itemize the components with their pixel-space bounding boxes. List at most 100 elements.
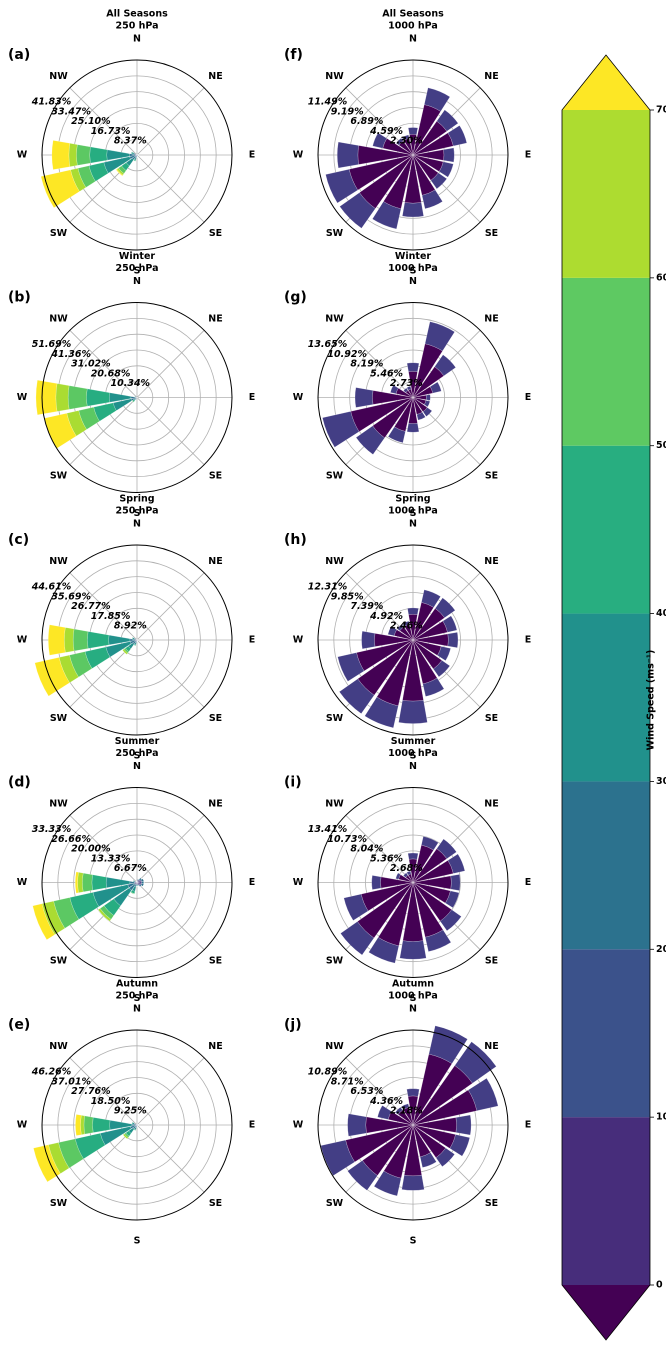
compass-label: E xyxy=(249,392,256,403)
windrose-panel: 2.30%4.59%6.89%9.19%11.49% N NE E SE S SW W NW Al… xyxy=(284,9,531,277)
sector-bar xyxy=(439,909,462,932)
grid-spoke xyxy=(69,815,138,883)
colorbar-tick-label: 70 xyxy=(656,105,666,116)
plot-frame xyxy=(41,1029,233,1221)
windrose-panel: 2.68%5.36%8.04%10.73%13.41% N NE E SE S SW W NW S… xyxy=(284,736,531,1004)
sector-bar xyxy=(436,109,459,132)
compass-label: SE xyxy=(209,228,222,239)
sector-bar xyxy=(343,893,369,921)
sector-bar xyxy=(402,202,424,218)
radial-tick-label: 4.36% xyxy=(369,1096,403,1107)
sector-bar xyxy=(33,1144,61,1183)
radial-tick-label: 13.33% xyxy=(91,853,131,864)
radial-tick-label: 9.85% xyxy=(331,591,364,602)
sector-bar xyxy=(320,1139,355,1176)
sector-bar xyxy=(347,1113,367,1137)
compass-label: SE xyxy=(209,1198,222,1209)
sector-bar xyxy=(421,836,439,851)
colorbar-tick-label: 30 xyxy=(656,776,666,787)
compass-label: S xyxy=(134,266,141,277)
radial-tick-label: 16.73% xyxy=(91,126,131,137)
compass-label: S xyxy=(134,508,141,519)
colorbar-tick-label: 50 xyxy=(656,440,666,451)
sector-bar xyxy=(83,1115,94,1135)
panel-subtitle: 1000 hPa xyxy=(388,263,438,274)
compass-label: W xyxy=(17,150,28,161)
sector-bar xyxy=(140,885,142,888)
radial-tick-label: 2.30% xyxy=(390,136,423,147)
radial-tick-label: 6.53% xyxy=(350,1086,383,1097)
radial-tick-label: 37.01% xyxy=(51,1076,91,1087)
sector-bar xyxy=(64,627,75,653)
colorbar-tick-label: 60 xyxy=(656,272,666,283)
windrose-panel: 8.92%17.85%26.77%35.69%44.61% N NE E SE S SW W N… xyxy=(8,494,255,762)
windrose-panel: 2.46%4.92%7.39%9.85%12.31% N NE E SE S SW W NW Sp… xyxy=(284,494,531,762)
radial-tick-label: 2.18% xyxy=(390,1106,423,1117)
radial-tick-label: 20.00% xyxy=(71,844,111,855)
panel-subtitle: 250 hPa xyxy=(115,748,158,759)
grid-spoke xyxy=(69,330,138,398)
plot-frame xyxy=(317,59,509,251)
radial-tick-label: 2.46% xyxy=(390,621,423,632)
panel-subtitle: 1000 hPa xyxy=(388,991,438,1002)
compass-label: SE xyxy=(485,470,498,481)
sector-bar xyxy=(433,660,451,678)
sector-bar xyxy=(403,387,409,393)
panel-label: (d) xyxy=(8,775,31,791)
sector-bar xyxy=(130,151,132,154)
sector-bar xyxy=(403,872,409,878)
compass-label: SW xyxy=(326,228,344,239)
radial-tick-label: 33.33% xyxy=(32,824,72,835)
sector-bar xyxy=(434,354,456,377)
radial-tick-label: 18.50% xyxy=(91,1096,131,1107)
compass-label: W xyxy=(293,150,304,161)
sector-bar xyxy=(406,362,420,373)
plot-frame xyxy=(317,1029,509,1221)
sector-bar xyxy=(407,607,419,615)
sector-bar xyxy=(435,1147,455,1167)
colorbar-band xyxy=(562,613,650,782)
colorbar-band xyxy=(562,445,650,614)
compass-label: NW xyxy=(49,1041,68,1052)
sector-bar xyxy=(442,615,458,633)
sector-bar xyxy=(407,852,419,860)
radial-tick-label: 13.65% xyxy=(308,339,348,350)
sector-bar xyxy=(394,1106,403,1115)
sector-bar xyxy=(416,411,426,421)
plot-frame xyxy=(41,302,233,493)
sector-bar xyxy=(422,677,445,697)
sector-bar xyxy=(76,144,91,166)
compass-label: SW xyxy=(50,1198,68,1209)
sector-bar xyxy=(421,189,443,210)
compass-label: NW xyxy=(325,1041,344,1052)
panel-title: Autumn xyxy=(116,979,158,990)
sector-bar xyxy=(406,422,420,433)
panel-title: Winter xyxy=(395,251,431,262)
compass-label: N xyxy=(133,761,141,772)
radial-tick-label: 8.37% xyxy=(114,136,147,147)
sector-bar xyxy=(325,169,359,204)
colorbar-over xyxy=(562,55,650,110)
sector-bar xyxy=(77,872,84,893)
sector-bar xyxy=(34,657,70,697)
compass-label: SW xyxy=(326,713,344,724)
compass-label: NE xyxy=(208,314,222,325)
radial-tick-label: 41.83% xyxy=(31,97,72,108)
sector-bar xyxy=(424,929,452,952)
colorbar-label: Wind Speed (ms⁻¹) xyxy=(646,650,657,751)
compass-label: NE xyxy=(484,1041,498,1052)
grid-spoke xyxy=(136,87,205,156)
sector-bar xyxy=(372,201,402,230)
compass-label: NW xyxy=(325,556,344,567)
sector-bar xyxy=(406,1088,420,1097)
sector-bar xyxy=(447,632,459,648)
sector-bar xyxy=(401,1174,425,1191)
radial-tick-label: 10.73% xyxy=(327,834,367,845)
sector-bar xyxy=(396,623,405,632)
colorbar-band xyxy=(562,110,650,278)
sector-bar xyxy=(340,921,375,956)
colorbar-tick-label: 10 xyxy=(656,1112,666,1123)
compass-label: SE xyxy=(485,228,498,239)
sector-bar xyxy=(406,870,412,876)
windrose-panel: 8.37%16.73%25.10%33.47%41.83% N NE E SE S SW W N… xyxy=(8,9,255,277)
